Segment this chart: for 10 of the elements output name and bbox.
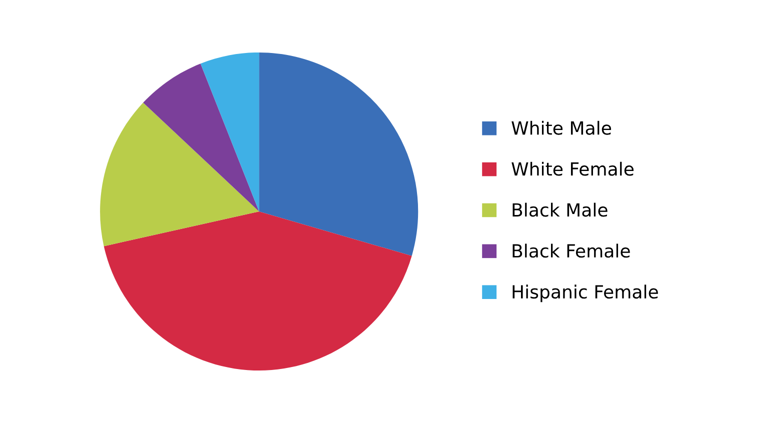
pie-slice — [259, 52, 418, 256]
legend-label: White Female — [512, 162, 634, 176]
pie-slice — [100, 102, 260, 246]
pie-slice — [200, 52, 260, 212]
legend-label: Black Female — [512, 244, 630, 258]
legend-label: White Male — [512, 120, 612, 135]
legend-label: Black Male — [512, 202, 608, 217]
legend-label: Hispanic Female — [512, 284, 658, 302]
pie-slice — [143, 64, 260, 212]
pie-slice — [104, 212, 412, 370]
